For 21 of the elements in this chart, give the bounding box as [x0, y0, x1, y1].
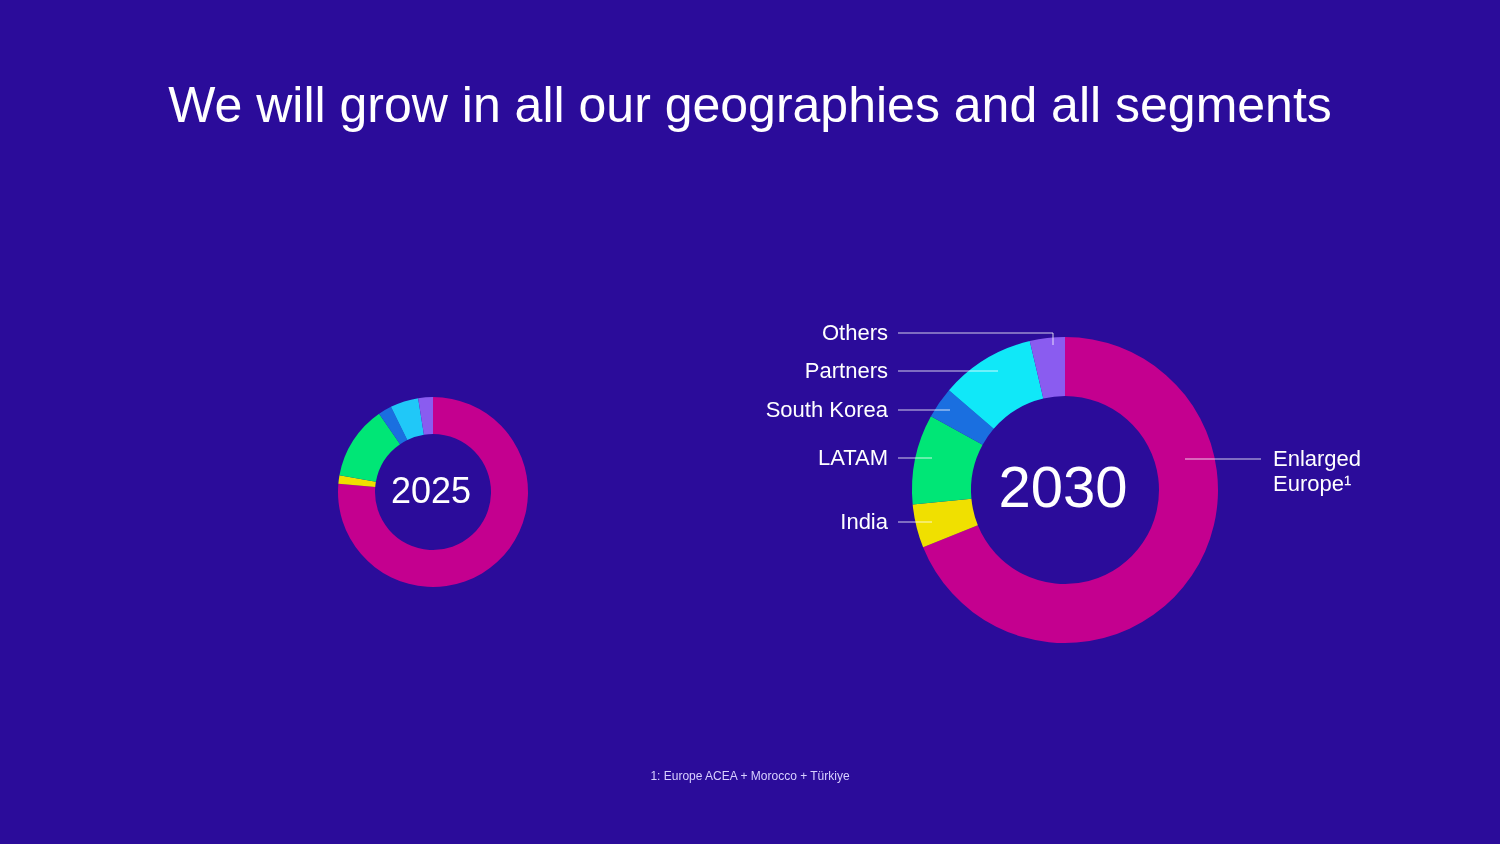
- slice-label: Partners: [804, 358, 888, 383]
- donut-slice: [930, 390, 994, 445]
- donut-slice: [912, 498, 978, 548]
- text: 1: Europe ACEA + Morocco + Türkiye: [650, 769, 850, 783]
- donut-slice: [1029, 337, 1065, 399]
- donut-slice: [390, 398, 424, 440]
- donut-slice: [338, 475, 376, 487]
- slice-label: LATAM: [817, 445, 888, 470]
- slice-label: South Korea: [765, 397, 889, 422]
- slice-label: India: [840, 509, 889, 534]
- donut-slice: [418, 397, 433, 435]
- text: We will grow in all our geographies and all segments: [168, 77, 1332, 133]
- donut-slice: [923, 337, 1218, 643]
- donut-slice: [912, 416, 983, 505]
- donut-slice: [948, 341, 1044, 429]
- text: 2030: [998, 454, 1128, 519]
- donut-slice: [379, 406, 408, 445]
- slice-label: Others: [821, 320, 888, 345]
- text: 2025: [390, 470, 472, 511]
- donut-slice: [338, 397, 528, 587]
- slice-label: Enlarged Europe¹: [1273, 446, 1362, 496]
